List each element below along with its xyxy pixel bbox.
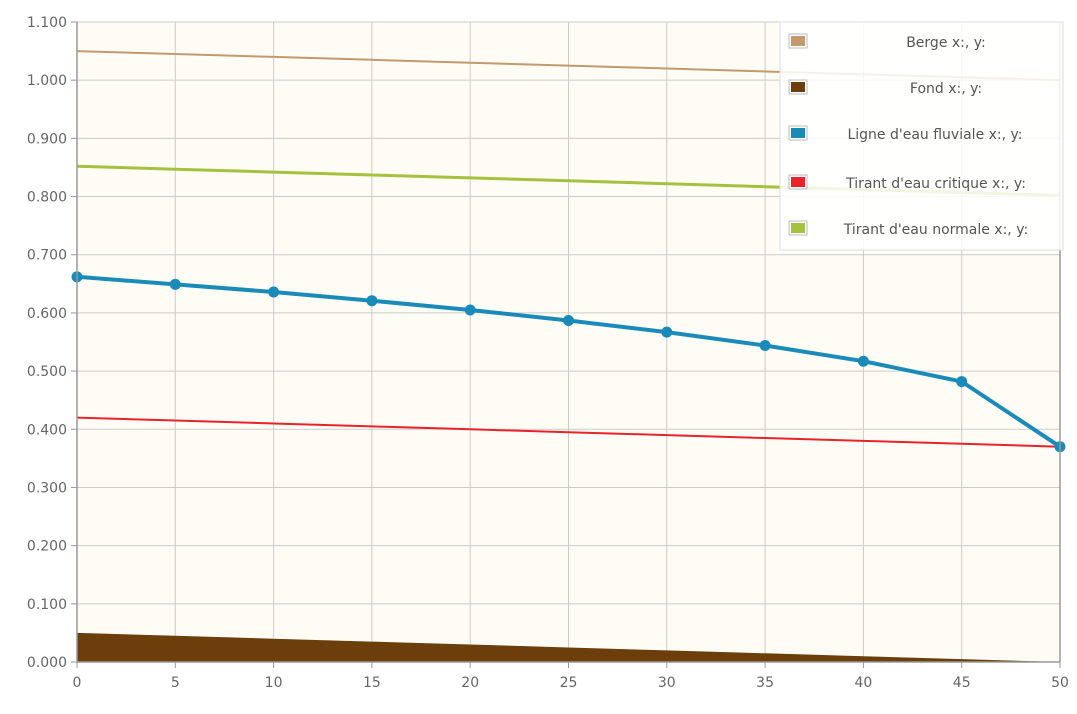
series-point xyxy=(759,339,771,351)
y-tick-label: 0.700 xyxy=(27,248,67,264)
legend-swatch xyxy=(791,223,805,233)
y-tick-label: 1.100 xyxy=(27,15,67,31)
x-tick-label: 40 xyxy=(854,675,872,691)
y-tick-label: 0.500 xyxy=(27,364,67,380)
y-tick-label: 0.800 xyxy=(27,190,67,206)
y-tick-label: 0.100 xyxy=(27,597,67,613)
legend-label: Fond x:, y: xyxy=(910,81,982,97)
x-tick-label: 25 xyxy=(560,675,578,691)
legend-swatch xyxy=(791,128,805,138)
series-point xyxy=(857,355,869,367)
series-point xyxy=(464,304,476,316)
y-tick-label: 1.000 xyxy=(27,73,67,89)
legend-label: Tirant d'eau normale x:, y: xyxy=(843,222,1028,238)
x-tick-label: 20 xyxy=(461,675,479,691)
fond-series xyxy=(77,632,1060,662)
series-fond-area xyxy=(77,632,1060,662)
series-point xyxy=(661,326,673,338)
series-point xyxy=(169,278,181,290)
series-point xyxy=(268,286,280,298)
series-point xyxy=(366,295,378,307)
legend-box xyxy=(779,21,1064,251)
legend: Berge x:, y: Fond x:, y: Ligne d'eau fluvi… xyxy=(779,21,1064,251)
y-tick-label: 0.600 xyxy=(27,306,67,322)
x-tick-label: 35 xyxy=(756,675,774,691)
legend-swatch xyxy=(791,82,805,92)
series-point xyxy=(563,314,574,326)
legend-swatch xyxy=(791,177,805,187)
series-point xyxy=(956,376,968,388)
x-tick-label: 45 xyxy=(953,675,971,691)
legend-swatch xyxy=(791,36,805,46)
x-tick-label: 0 xyxy=(73,675,82,691)
y-axis-ticks: 0.000 0.100 0.200 0.300 0.400 0.500 0.600 0.700… xyxy=(27,15,77,671)
series-line-3 xyxy=(76,416,1061,448)
x-tick-label: 50 xyxy=(1051,675,1069,691)
legend-label: Tirant d'eau critique x:, y: xyxy=(845,176,1026,192)
y-tick-label: 0.400 xyxy=(27,422,67,438)
legend-label: Ligne d'eau fluviale x:, y: xyxy=(847,127,1022,143)
y-tick-label: 0.300 xyxy=(27,480,67,496)
x-axis-ticks: 0 5 10 15 20 25 30 35 40 45 50 xyxy=(73,662,1069,691)
y-tick-label: 0.200 xyxy=(27,539,67,555)
x-tick-label: 5 xyxy=(171,675,180,691)
y-tick-label: 0.900 xyxy=(27,131,67,147)
y-tick-label: 0.000 xyxy=(27,655,67,671)
x-tick-label: 15 xyxy=(363,675,381,691)
x-tick-label: 30 xyxy=(658,675,676,691)
x-tick-label: 10 xyxy=(265,675,283,691)
legend-label: Berge x:, y: xyxy=(906,35,986,51)
